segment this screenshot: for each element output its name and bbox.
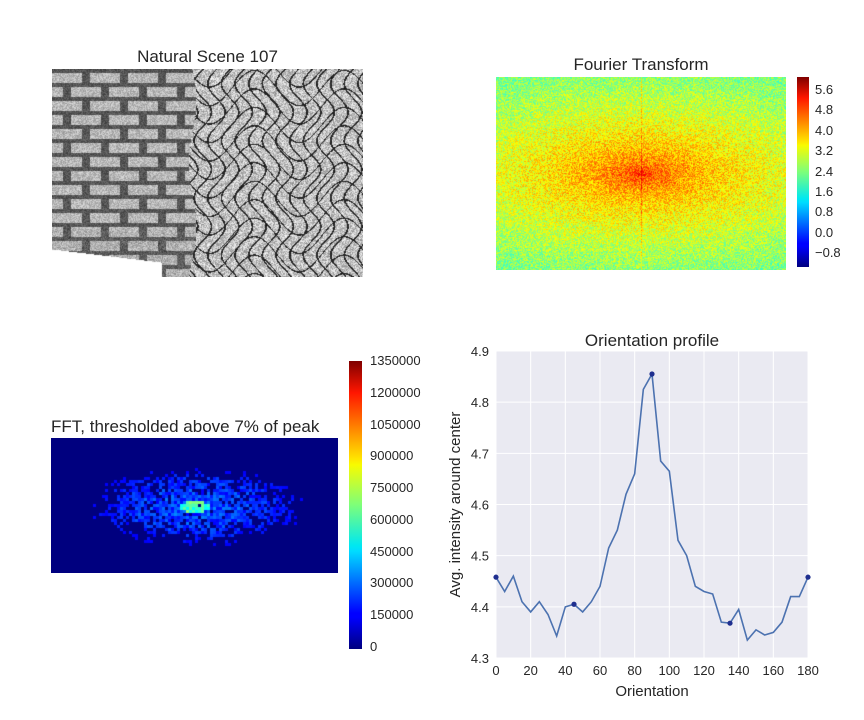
x-tick-label: 20 — [523, 663, 537, 678]
y-tick-label: 4.4 — [471, 600, 489, 615]
fourier-title: Fourier Transform — [573, 55, 709, 74]
chart-title: Orientation profile — [585, 331, 719, 350]
thresholded-title: FFT, thresholded above 7% of peak — [51, 417, 320, 436]
x-tick-label: 40 — [558, 663, 572, 678]
fourier-colorbar — [797, 77, 809, 267]
y-tick-label: 4.9 — [471, 344, 489, 359]
x-tick-label: 0 — [492, 663, 499, 678]
data-point-marker — [727, 620, 733, 626]
grid — [495, 350, 809, 659]
x-tick-label: 160 — [762, 663, 784, 678]
tick-labels: 0 20 40 60 80 100 120 140 160 180 4.3 4.4 4.5 4.6 4.7 4… — [471, 344, 819, 678]
colorbar-tick-label: 0.0 — [815, 224, 834, 240]
colorbar-tick-label: −0.8 — [815, 245, 841, 260]
y-axis-label: Avg. intensity around center — [447, 412, 464, 598]
colorbar-tick-label: 1350000 — [370, 353, 421, 368]
y-tick-label: 4.6 — [471, 498, 489, 513]
colorbar-tick-label: 600000 — [370, 511, 414, 527]
fourier-transform-image — [496, 77, 786, 270]
colorbar-tick-label: 150000 — [370, 607, 414, 623]
colorbar-tick-label: 450000 — [370, 543, 414, 559]
data-point-marker — [649, 371, 655, 377]
colorbar-tick-label: 2.4 — [815, 163, 834, 179]
x-tick-label: 60 — [593, 663, 607, 678]
y-tick-label: 4.5 — [471, 549, 489, 564]
y-tick-label: 4.3 — [471, 651, 489, 666]
data-point-marker — [571, 601, 577, 607]
data-point-marker — [493, 574, 499, 580]
data-point-marker — [805, 574, 811, 580]
colorbar-tick-label: 4.8 — [815, 102, 834, 118]
colorbar-tick-label: 1.6 — [815, 183, 834, 199]
y-tick-label: 4.8 — [471, 395, 489, 410]
colorbar-tick-label: 1050000 — [370, 416, 421, 432]
colorbar-tick-label: 3.2 — [815, 143, 834, 159]
colorbar-tick-label: 900000 — [370, 448, 414, 464]
x-tick-label: 180 — [797, 663, 819, 678]
y-tick-label: 4.7 — [471, 446, 489, 461]
x-tick-label: 80 — [627, 663, 641, 678]
thresholded-colorbar — [349, 361, 362, 649]
colorbar-tick-label: 5.6 — [815, 82, 834, 97]
scene-title: Natural Scene 107 — [137, 47, 278, 66]
colorbar-tick-label: 0.8 — [815, 204, 834, 220]
colorbar-tick-label: 4.0 — [815, 122, 834, 138]
thresholded-fft-image — [51, 438, 338, 573]
x-axis-label: Orientation — [615, 683, 688, 700]
natural-scene-image — [52, 69, 363, 277]
markers — [493, 371, 811, 626]
x-tick-label: 140 — [728, 663, 750, 678]
colorbar-tick-label: 300000 — [370, 575, 414, 591]
colorbar-tick-label: 0 — [370, 639, 378, 654]
colorbar-tick-label: 1200000 — [370, 384, 421, 400]
x-tick-label: 100 — [658, 663, 680, 678]
colorbar-tick-label: 750000 — [370, 480, 414, 496]
x-tick-label: 120 — [693, 663, 715, 678]
